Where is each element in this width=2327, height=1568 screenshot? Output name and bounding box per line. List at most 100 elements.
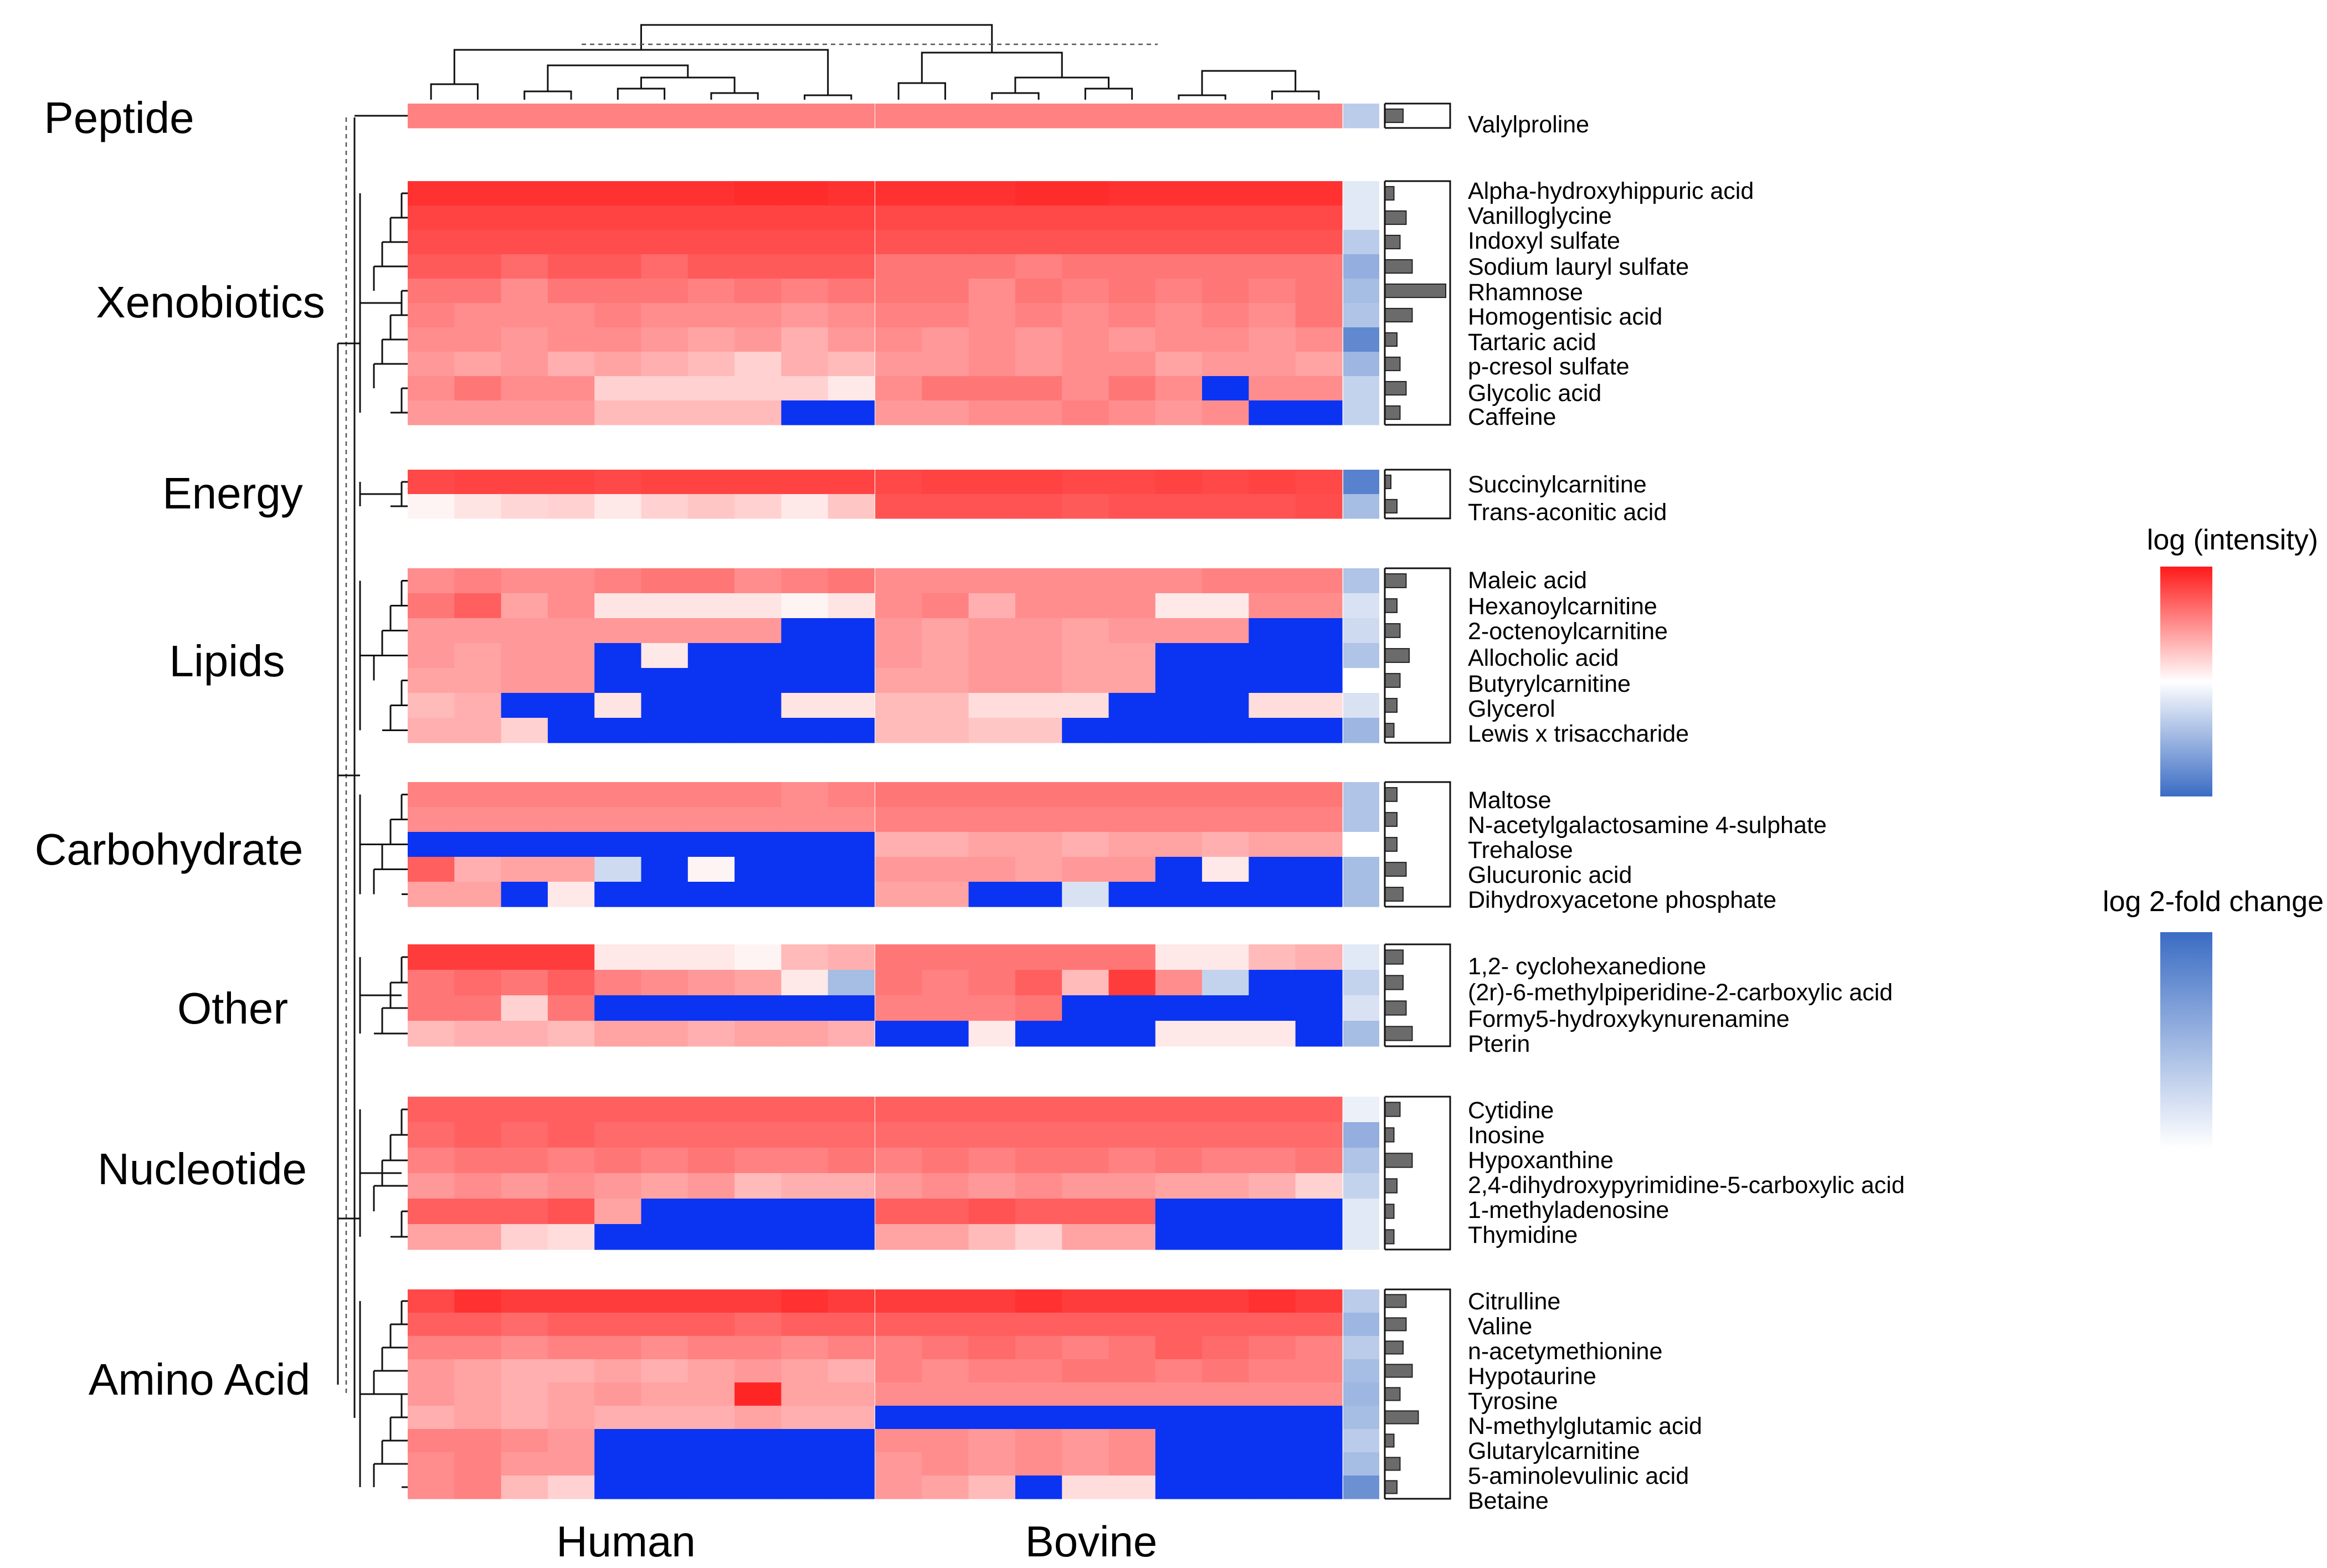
heatmap-cell-bovine bbox=[1249, 205, 1296, 230]
heatmap-cell-bovine bbox=[875, 1359, 922, 1383]
bar-mark bbox=[1384, 1204, 1395, 1219]
heatmap-cell-human bbox=[641, 181, 689, 206]
heatmap-cell-human bbox=[547, 882, 595, 907]
heatmap-cell-human bbox=[408, 618, 455, 644]
category-label: Lipids bbox=[169, 636, 285, 686]
metabolite-label: Glycolic acid bbox=[1468, 380, 1601, 407]
heatmap-cell-bovine bbox=[1155, 782, 1203, 808]
heatmap-cell-human bbox=[687, 254, 735, 279]
heatmap-cell-bovine bbox=[1108, 832, 1156, 857]
heatmap-cell-human bbox=[828, 1199, 875, 1225]
heatmap-cell-human bbox=[641, 1359, 689, 1383]
heatmap-cell-bovine bbox=[1108, 303, 1156, 328]
heatmap-cell-bovine bbox=[1202, 1199, 1249, 1225]
heatmap-cell-bovine bbox=[922, 668, 969, 693]
heatmap-cell-bovine bbox=[1108, 1097, 1156, 1123]
heatmap-cell-bovine bbox=[1295, 1452, 1343, 1476]
heatmap-cell-bovine bbox=[1108, 568, 1156, 594]
heatmap-cell-bovine bbox=[968, 494, 1016, 519]
heatmap-cell-human bbox=[687, 1429, 735, 1453]
heatmap-cell-human bbox=[501, 1199, 548, 1225]
heatmap-cell-human bbox=[501, 857, 548, 882]
heatmap-cell-bovine bbox=[1155, 1122, 1203, 1148]
heatmap-cell-bovine bbox=[1062, 618, 1109, 644]
heatmap-cell-human bbox=[408, 568, 455, 594]
heatmap-cell-bovine bbox=[1062, 1359, 1109, 1383]
heatmap-cell-bovine bbox=[1108, 352, 1156, 377]
heatmap-cell-bovine bbox=[1295, 1406, 1343, 1430]
heatmap-cell-bovine bbox=[922, 181, 969, 206]
heatmap-cell-human bbox=[734, 693, 782, 718]
heatmap-cell-human bbox=[547, 400, 595, 425]
heatmap-cell-bovine bbox=[1155, 970, 1203, 996]
heatmap-cell-human bbox=[547, 254, 595, 279]
heatmap-cell-human bbox=[547, 303, 595, 328]
heatmap-cell-bovine bbox=[1202, 279, 1249, 304]
heatmap-cell-bovine bbox=[1249, 376, 1296, 401]
heatmap-cell-human bbox=[734, 279, 782, 304]
heatmap-cell-human bbox=[641, 104, 689, 128]
legend: log (intensity) log 2-fold change bbox=[2103, 524, 2324, 1148]
heatmap-cell-bovine bbox=[922, 1452, 969, 1476]
heatmap-cell-human bbox=[408, 303, 455, 328]
dendrogram-link bbox=[1014, 76, 1109, 93]
heatmap-cell-human bbox=[828, 807, 875, 832]
heatmap-cell-bovine bbox=[1295, 327, 1343, 352]
heatmap-cell-bovine bbox=[1202, 104, 1249, 128]
heatmap-cell-human bbox=[641, 1097, 689, 1123]
heatmap-cell-bovine bbox=[1015, 1097, 1062, 1123]
heatmap-cell-bovine bbox=[1202, 718, 1249, 743]
heatmap-cell-bovine bbox=[875, 1336, 922, 1360]
heatmap-cell-human bbox=[454, 254, 502, 279]
heatmap-cell-human bbox=[828, 995, 875, 1021]
heatmap-cell-bovine bbox=[875, 205, 922, 230]
heatmap-cell-human bbox=[687, 230, 735, 255]
heatmap-cell-human bbox=[687, 1452, 735, 1476]
heatmap-cell-human bbox=[687, 104, 735, 128]
heatmap-cell-bovine bbox=[875, 970, 922, 996]
heatmap-cell-human bbox=[594, 618, 642, 644]
heatmap-cell-bovine bbox=[1155, 1452, 1203, 1476]
heatmap-cell-human bbox=[641, 254, 689, 279]
bar-mark bbox=[1384, 474, 1391, 490]
heatmap-cell-human bbox=[408, 807, 455, 832]
heatmap-cell-bovine bbox=[1015, 593, 1062, 619]
heatmap-cell-bovine bbox=[968, 400, 1016, 425]
heatmap-cell-human bbox=[454, 1429, 502, 1453]
dendrogram-link bbox=[640, 76, 736, 93]
heatmap-cell-human bbox=[547, 1476, 595, 1499]
heatmap-cell-bovine bbox=[1249, 643, 1296, 669]
heatmap-cell-human bbox=[781, 568, 829, 594]
heatmap-cell-bovine bbox=[875, 1173, 922, 1199]
heatmap-cell-bovine bbox=[1249, 1122, 1296, 1148]
bar-mark bbox=[1384, 1229, 1395, 1245]
heatmap-cell-bovine bbox=[1062, 1382, 1109, 1406]
heatmap-cell-human bbox=[734, 1122, 782, 1148]
heatmap-cell-bovine bbox=[1108, 693, 1156, 718]
heatmap-cell-human bbox=[687, 857, 735, 882]
bar-mark bbox=[1384, 1457, 1401, 1471]
dendrogram-link bbox=[547, 64, 689, 91]
heatmap-cell-bovine bbox=[1249, 1313, 1296, 1336]
heatmap-cell-human bbox=[687, 327, 735, 352]
heatmap-cell-human bbox=[408, 205, 455, 230]
heatmap-cell-human bbox=[687, 205, 735, 230]
metabolite-label: 1,2- cyclohexanedione bbox=[1468, 953, 1706, 980]
fold-change-cell bbox=[1343, 1429, 1379, 1453]
heatmap-cell-human bbox=[641, 1313, 689, 1336]
heatmap-cell-bovine bbox=[875, 807, 922, 832]
heatmap-cell-bovine bbox=[1155, 568, 1203, 594]
heatmap-cell-human bbox=[547, 1359, 595, 1383]
heatmap-cell-bovine bbox=[922, 205, 969, 230]
heatmap-cell-bovine bbox=[1202, 1224, 1249, 1250]
heatmap-cell-human bbox=[454, 1476, 502, 1499]
heatmap-cell-bovine bbox=[1015, 205, 1062, 230]
fold-change-cell bbox=[1343, 352, 1379, 377]
heatmap-cell-human bbox=[781, 1199, 829, 1225]
heatmap-cell-bovine bbox=[1155, 618, 1203, 644]
heatmap-cell-human bbox=[781, 693, 829, 718]
heatmap-cell-human bbox=[594, 1021, 642, 1047]
heatmap-cell-human bbox=[641, 1289, 689, 1313]
heatmap-cell-human bbox=[781, 782, 829, 808]
